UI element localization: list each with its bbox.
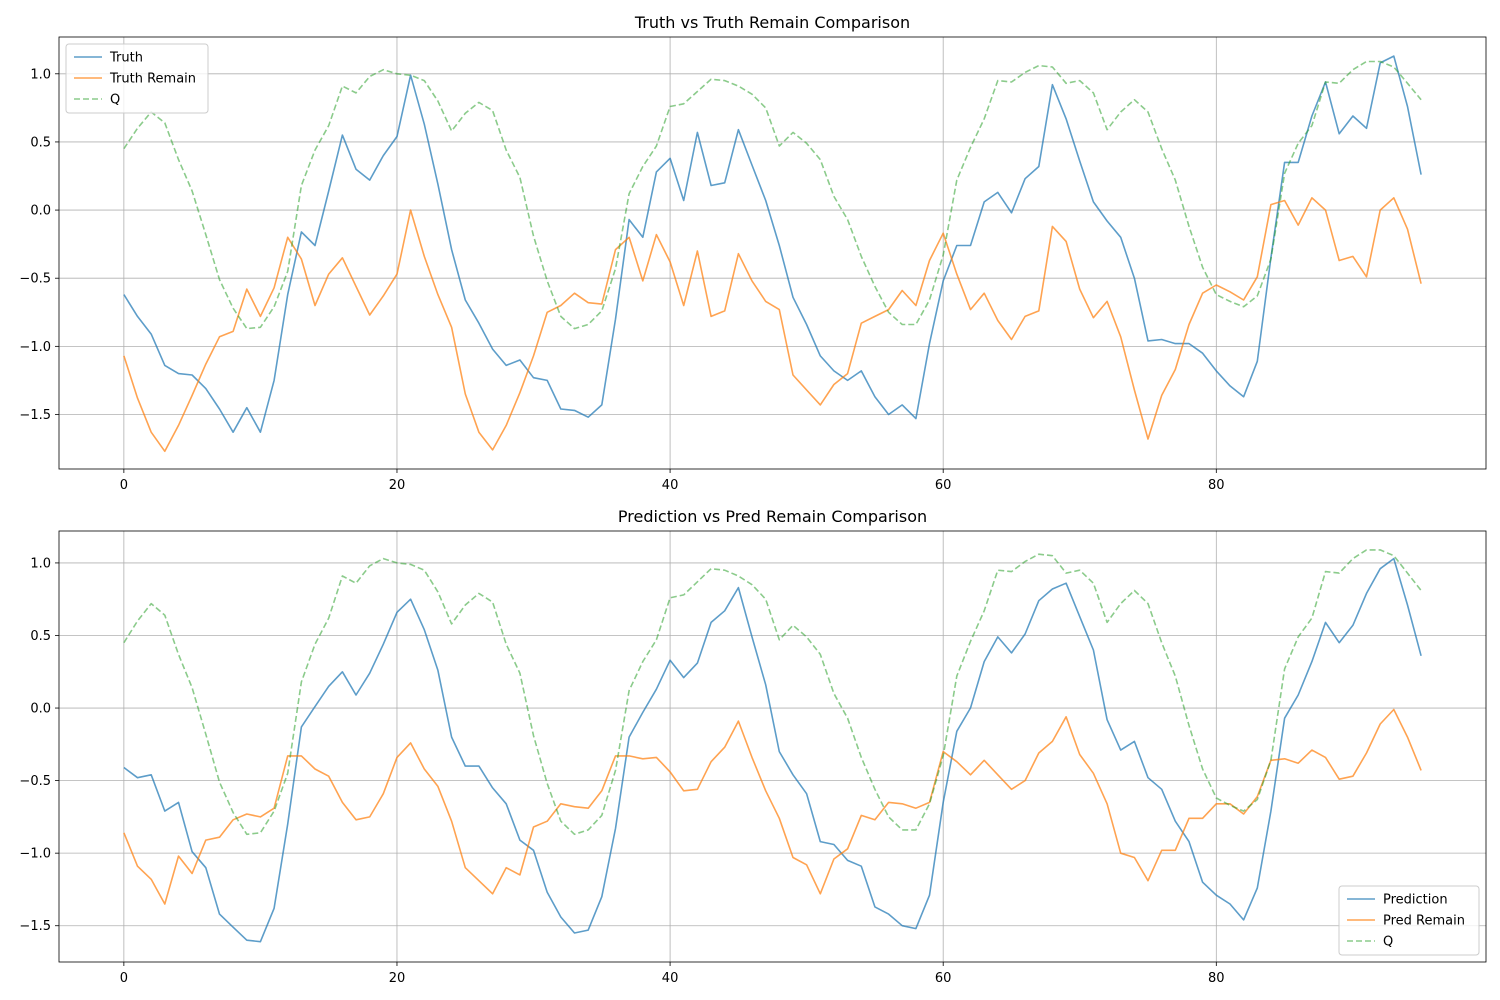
plot-frame bbox=[58, 36, 1487, 470]
series-line-truth-remain bbox=[123, 197, 1422, 453]
legend: Truth Truth Remain Q bbox=[65, 43, 209, 114]
series-line-truth bbox=[123, 55, 1422, 434]
x-tick-label: 60 bbox=[935, 478, 952, 493]
y-tick-label: 0.5 bbox=[30, 629, 51, 644]
series-line-q bbox=[123, 60, 1422, 330]
subplot-2: Prediction vs Pred Remain Comparison 0 20 4… bbox=[19, 507, 1487, 986]
y-tick-label: −1.5 bbox=[19, 408, 51, 423]
legend: Prediction Pred Remain Q bbox=[1338, 885, 1480, 956]
legend-box bbox=[65, 43, 209, 114]
plot-frame bbox=[58, 530, 1487, 963]
x-tick-label: 40 bbox=[662, 971, 679, 986]
y-tick-label: 0.5 bbox=[30, 135, 51, 150]
x-tick-label: 80 bbox=[1208, 971, 1225, 986]
subplot-1: Truth vs Truth Remain Comparison 0 20 40 60 8… bbox=[19, 13, 1487, 493]
y-tick-label: −0.5 bbox=[19, 272, 51, 287]
series-line-prediction bbox=[123, 557, 1422, 943]
y-tick-label: 0.0 bbox=[30, 702, 51, 717]
y-tick-label: −1.5 bbox=[19, 919, 51, 934]
x-tick-label: 40 bbox=[662, 478, 679, 493]
x-tick-label: 80 bbox=[1208, 478, 1225, 493]
legend-label: Truth Remain bbox=[109, 72, 196, 87]
y-tick-label: −0.5 bbox=[19, 774, 51, 789]
legend-label: Truth bbox=[109, 51, 143, 66]
legend-label: Q bbox=[110, 93, 120, 108]
legend-label: Q bbox=[1383, 935, 1393, 950]
chart-title: Truth vs Truth Remain Comparison bbox=[634, 13, 910, 32]
chart-title: Prediction vs Pred Remain Comparison bbox=[618, 507, 927, 526]
series-line-q bbox=[123, 549, 1422, 836]
y-tick-label: 1.0 bbox=[30, 67, 51, 82]
y-tick-label: −1.0 bbox=[19, 847, 51, 862]
x-tick-label: 20 bbox=[389, 478, 406, 493]
legend-label: Prediction bbox=[1383, 893, 1448, 908]
x-tick-label: 0 bbox=[120, 971, 128, 986]
legend-label: Pred Remain bbox=[1383, 914, 1465, 929]
x-tick-label: 20 bbox=[389, 971, 406, 986]
series-line-pred-remain bbox=[123, 708, 1422, 905]
y-tick-label: −1.0 bbox=[19, 340, 51, 355]
x-tick-label: 0 bbox=[120, 478, 128, 493]
y-tick-label: 0.0 bbox=[30, 204, 51, 219]
legend-box bbox=[1338, 885, 1480, 956]
y-tick-label: 1.0 bbox=[30, 556, 51, 571]
x-tick-label: 60 bbox=[935, 971, 952, 986]
